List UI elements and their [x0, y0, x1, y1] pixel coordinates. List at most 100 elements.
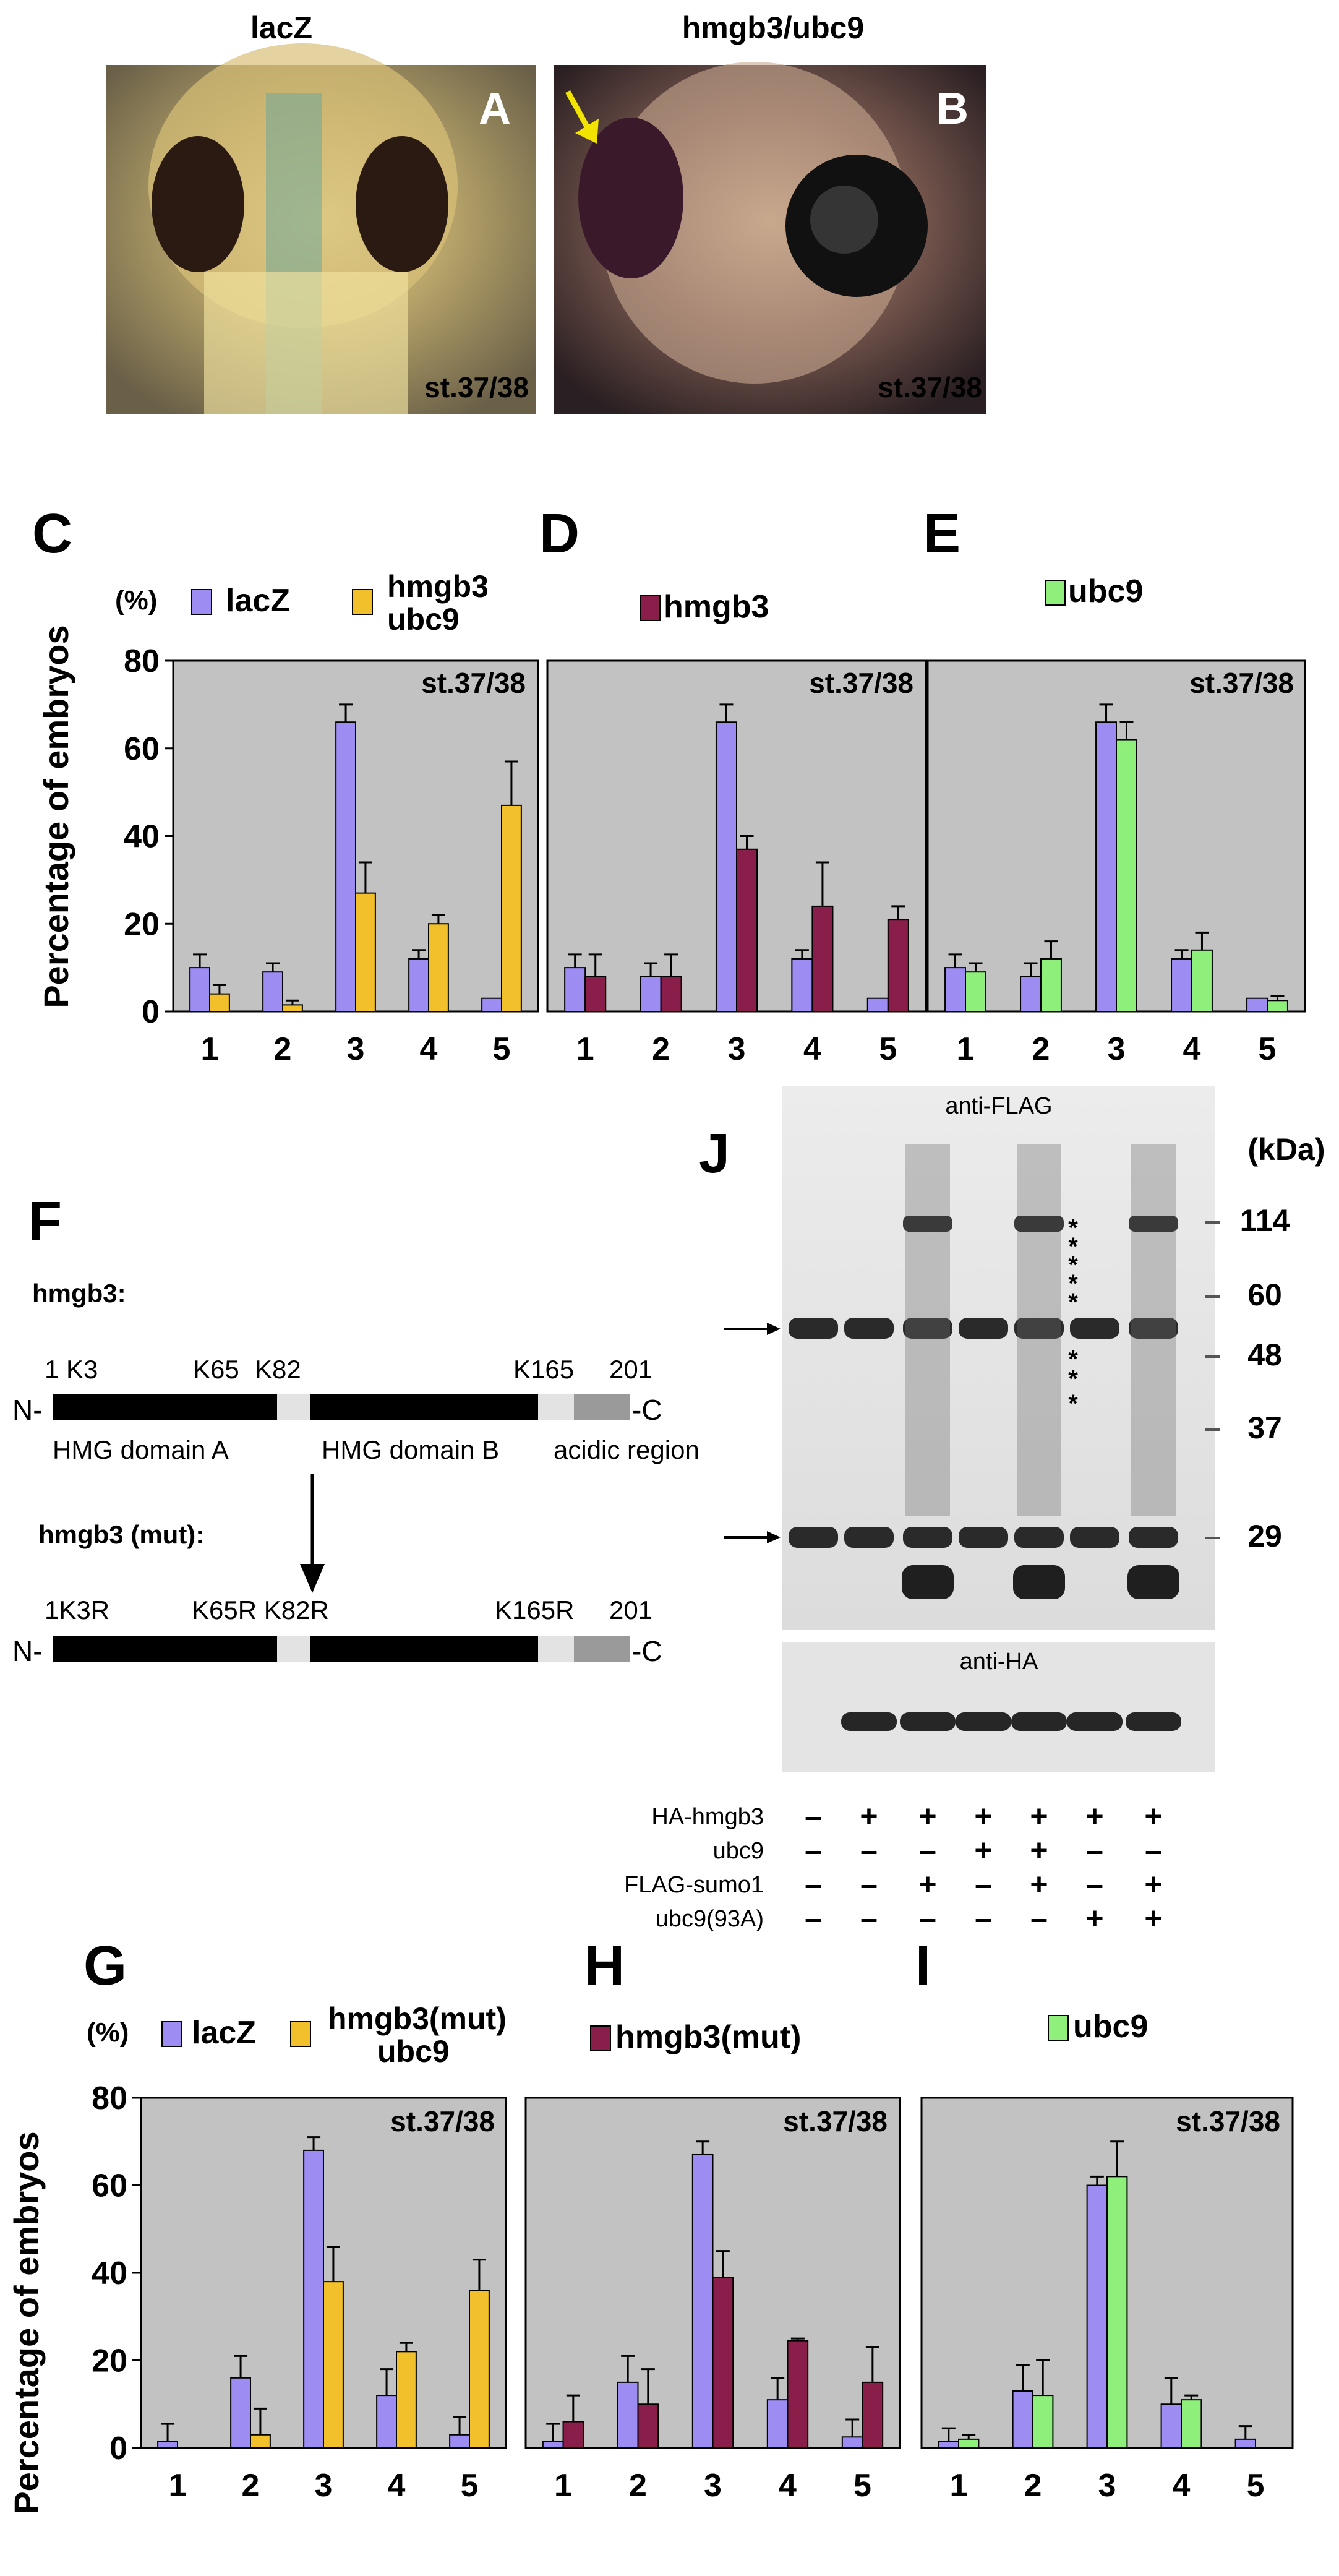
- blot-band-lower-lane-1: [789, 1527, 838, 1548]
- blot-band-lower-lane-3: [903, 1527, 952, 1548]
- chart-h-xtick-1: 1: [554, 2468, 572, 2504]
- chart-d-bar-s1-4: [811, 905, 834, 1013]
- blot-smear-lane-3: [905, 1144, 950, 1516]
- ylabel-row2: Percentage of embryos: [7, 2131, 46, 2514]
- chart-d-bar-s0-4: [791, 958, 813, 1012]
- wt-bar-hmg-domain-a: [53, 1394, 277, 1420]
- chart-g-ytick-20: 20: [92, 2343, 127, 2379]
- chart-d-xtick-5: 5: [879, 1031, 897, 1067]
- chart-d-panel-letter: D: [539, 503, 580, 565]
- chart-i-bar-s0-5: [1234, 2438, 1256, 2449]
- domain-label-a: HMG domain A: [53, 1435, 229, 1464]
- chart-h-bar-s0-2: [617, 2381, 639, 2449]
- wt-c-term: -C: [632, 1394, 662, 1426]
- chart-e-xtick-1: 1: [957, 1031, 975, 1067]
- blot-sign-r4-lane-2: –: [860, 1901, 878, 1936]
- chart-g-bar-s1-4: [396, 2351, 417, 2449]
- ylabel-row1: Percentage of embryos: [36, 625, 75, 1008]
- wt-bar-linker-2: [538, 1394, 574, 1420]
- chart-c-xtick-1: 1: [201, 1031, 219, 1067]
- chart-h-bar-s1-3: [712, 2277, 734, 2449]
- mut-bar-acidic-region: [574, 1636, 630, 1662]
- chart-e-bar-s1-1: [965, 971, 986, 1013]
- chart-i-bars: [938, 2140, 1256, 2449]
- chart-e-legend-swatch-ubc9: [1045, 580, 1066, 606]
- blot-row-label-3: FLAG-sumo1: [624, 1872, 764, 1898]
- blot-sign-r2-lane-4: +: [974, 1833, 992, 1868]
- blot-sign-r1-lane-6: +: [1085, 1799, 1103, 1834]
- chart-e-bar-s0-3: [1095, 721, 1118, 1012]
- wt-bar-linker: [277, 1394, 310, 1420]
- chart-i-bar-s0-3: [1086, 2184, 1108, 2449]
- blot-sign-r4-lane-1: –: [805, 1901, 822, 1936]
- chart-g-stage: st.37/38: [390, 2105, 495, 2137]
- mut-n-term: N-: [12, 1635, 43, 1667]
- chart-d-xtick-2: 2: [652, 1031, 670, 1067]
- mut-bar-linker: [277, 1636, 310, 1662]
- chart-h-xtick-5: 5: [853, 2468, 871, 2504]
- chart-g-xtick-4: 4: [388, 2468, 406, 2504]
- chart-c-bar-s1-1: [209, 993, 230, 1013]
- blot-ha-band-lane-2: [841, 1712, 897, 1731]
- blot-star-8: *: [1068, 1390, 1078, 1417]
- chart-h-stage: st.37/38: [783, 2105, 888, 2137]
- blot-star-5: *: [1068, 1289, 1078, 1316]
- chart-i-bar-s1-2: [1032, 2395, 1054, 2449]
- chart-g-xtick-1: 1: [169, 2468, 187, 2504]
- chart-c-bar-s0-5: [481, 997, 503, 1013]
- blot-sign-r1-lane-3: +: [918, 1799, 936, 1834]
- wt-bar-hmg-domain-b: [310, 1394, 538, 1420]
- blot-sign-r3-lane-2: –: [860, 1867, 878, 1902]
- chart-e-bar-s0-2: [1020, 976, 1042, 1013]
- chart-i-bar-s0-1: [938, 2441, 959, 2449]
- chart-d-bars: [564, 703, 909, 1013]
- blot-star-6: *: [1068, 1346, 1078, 1373]
- photo-b-title: hmgb3/ubc9: [682, 11, 864, 45]
- blot-band-upper-lane-6: [1070, 1318, 1119, 1339]
- wt-site-k3: 1 K3: [45, 1355, 98, 1384]
- blot-marker-37: 37: [1247, 1410, 1282, 1445]
- blot-ha-band-lane-6: [1067, 1712, 1123, 1731]
- photo-a-body: [204, 272, 408, 414]
- blot-ha-band-lane-4: [956, 1712, 1011, 1731]
- chart-g-bar-s0-4: [376, 2395, 398, 2449]
- chart-e-xtick-5: 5: [1259, 1031, 1277, 1067]
- chart-c-bar-s0-3: [335, 721, 357, 1012]
- chart-c-legend-swatch-hmgb3ubc9: [352, 589, 373, 615]
- chart-c-xtick-2: 2: [274, 1031, 292, 1067]
- blot-arrow-upper-head: [767, 1323, 781, 1335]
- panel-j-letter: J: [699, 1123, 730, 1185]
- chart-e-bar-s0-1: [944, 967, 967, 1012]
- mut-site-201: 201: [609, 1595, 652, 1625]
- blot-sign-r1-lane-5: +: [1030, 1799, 1048, 1834]
- mut-c-term: -C: [632, 1635, 662, 1667]
- chart-d-bar-s1-1: [584, 976, 607, 1013]
- photo-b-right-eye-shine: [810, 186, 878, 254]
- chart-i-xtick-5: 5: [1247, 2468, 1265, 2504]
- chart-h-bar-s1-1: [562, 2421, 584, 2449]
- chart-h-bar-s1-2: [637, 2403, 659, 2449]
- chart-e-panel-letter: E: [923, 503, 960, 565]
- chart-h-bar-s0-3: [691, 2153, 714, 2449]
- blot-sign-r3-lane-3: +: [918, 1867, 936, 1902]
- wt-n-term: N-: [12, 1394, 43, 1426]
- mut-site-k165r: K165R: [495, 1595, 574, 1625]
- blot-band-upper-lane-7: [1129, 1318, 1178, 1339]
- chart-c-bar-s0-1: [189, 967, 211, 1012]
- chart-g-legend-mut: hmgb3(mut) ubc9: [328, 2001, 515, 2069]
- photo-b-panel-letter: B: [936, 84, 969, 134]
- chart-c-legend-lacz: lacZ: [226, 583, 290, 619]
- chart-c-xtick-3: 3: [347, 1031, 365, 1067]
- blot-arrow-lower-head: [767, 1531, 781, 1543]
- chart-h-xticks: 1 2 3 4 5: [554, 2468, 871, 2504]
- chart-d-xtick-4: 4: [803, 1031, 821, 1067]
- domain-label-b: HMG domain B: [322, 1435, 499, 1464]
- chart-c-unit: (%): [115, 585, 157, 616]
- panel-f-wt-label: hmgb3:: [32, 1279, 126, 1308]
- chart-c-xtick-5: 5: [493, 1031, 511, 1067]
- chart-i-xtick-2: 2: [1024, 2468, 1042, 2504]
- photo-a-title: lacZ: [250, 11, 312, 45]
- blot-sign-r1-lane-4: +: [974, 1799, 992, 1834]
- chart-h-bar-s0-5: [841, 2436, 863, 2449]
- mut-site-k3r: 1K3R: [45, 1595, 109, 1625]
